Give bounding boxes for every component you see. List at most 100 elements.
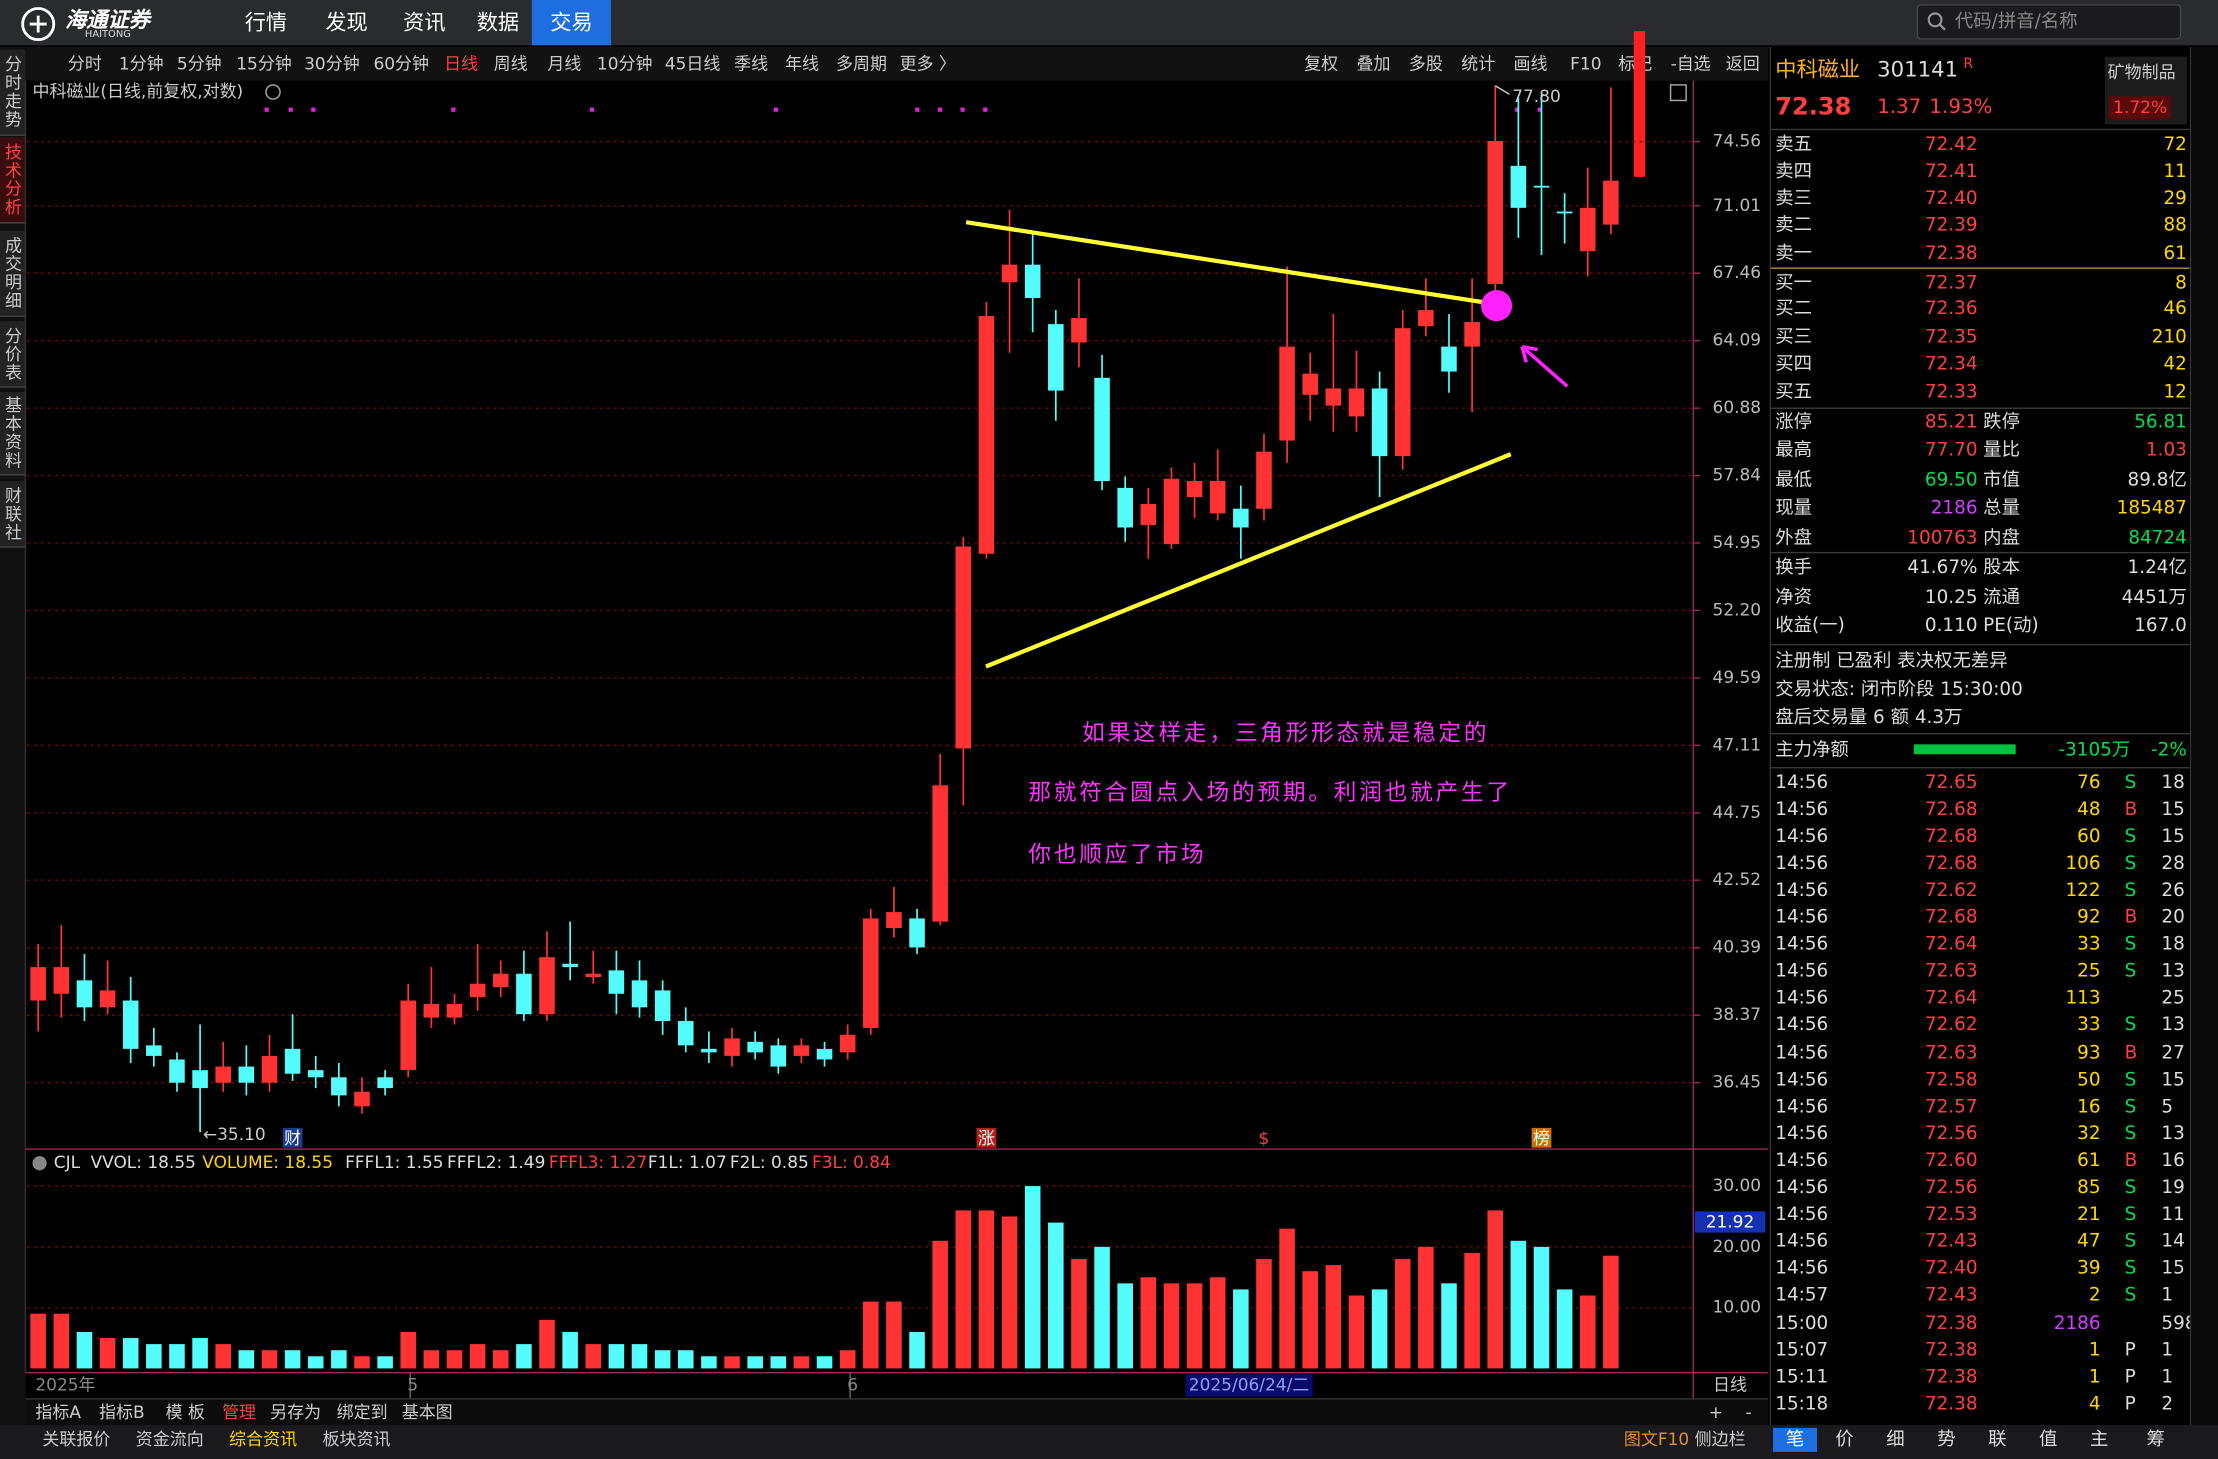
toolbar-button[interactable]: 模 板 xyxy=(165,1402,205,1423)
volume-bar xyxy=(585,1344,602,1369)
annotation: 如果这样走，三角形形态就是稳定的 xyxy=(1082,720,1489,746)
period-button[interactable]: 45日线 xyxy=(664,53,721,74)
quote-tab[interactable]: 值 xyxy=(2039,1428,2058,1450)
period-button[interactable]: 日线 xyxy=(444,53,479,74)
y-tick-label: 40.39 xyxy=(1713,938,1762,958)
tool-button[interactable]: 复权 xyxy=(1304,53,1339,74)
trade-info: 盘后交易量 6 额 4.3万 xyxy=(1775,706,1963,729)
separator xyxy=(1771,128,2190,131)
stat-label: 流通 xyxy=(1983,586,2020,608)
stat-value: 0.110 xyxy=(1924,614,1978,637)
zoom-button[interactable]: - xyxy=(1745,1402,1752,1423)
y-tick-label: 67.46 xyxy=(1713,263,1762,283)
period-button[interactable]: 5分钟 xyxy=(176,53,222,74)
tick-side: S xyxy=(2124,1123,2137,1145)
period-button[interactable]: 15分钟 xyxy=(236,53,292,74)
tool-button[interactable]: 叠加 xyxy=(1356,53,1391,74)
status-tab[interactable]: 资金流向 xyxy=(135,1429,204,1450)
quote-tab[interactable]: 筹 xyxy=(2146,1428,2165,1450)
tick-volume: 21 xyxy=(2077,1204,2101,1226)
period-button[interactable]: 60分钟 xyxy=(373,53,430,74)
title-icon[interactable] xyxy=(265,84,281,100)
nav-item[interactable]: 交易 xyxy=(550,9,593,35)
book-level: 卖四 xyxy=(1775,160,1813,182)
book-price: 72.42 xyxy=(1924,133,1978,155)
period-button[interactable]: 年线 xyxy=(785,53,820,74)
stat-value: 2186 xyxy=(1930,497,1978,519)
quote-tab[interactable]: 势 xyxy=(1937,1428,1956,1450)
quote-tab[interactable]: 细 xyxy=(1886,1428,1905,1450)
tool-button[interactable]: F10 xyxy=(1570,53,1602,74)
nav-item[interactable]: 发现 xyxy=(325,9,368,35)
toolbar-button[interactable]: 指标B xyxy=(99,1402,145,1423)
y-tick-label: 47.11 xyxy=(1713,735,1762,755)
candle-body xyxy=(284,1048,301,1074)
status-link[interactable]: 图文F10 xyxy=(1623,1429,1690,1450)
side-tab[interactable]: 分价表 xyxy=(0,321,26,388)
tick-volume: 25 xyxy=(2077,961,2101,983)
period-button[interactable]: 1分钟 xyxy=(118,53,164,74)
status-tab[interactable]: 关联报价 xyxy=(42,1429,111,1450)
tool-button[interactable]: -自选 xyxy=(1670,53,1711,74)
tick-price: 72.43 xyxy=(1924,1231,1978,1253)
high-marker-line xyxy=(1494,85,1510,95)
tool-button[interactable]: 画线 xyxy=(1513,53,1548,74)
side-tab[interactable]: 财联社 xyxy=(0,481,26,548)
tool-button[interactable]: 多股 xyxy=(1408,53,1443,74)
book-level: 卖一 xyxy=(1775,242,1813,264)
tick-side: B xyxy=(2124,1150,2138,1172)
candle-body xyxy=(1418,310,1434,327)
vol-icon[interactable] xyxy=(32,1156,47,1171)
candle-body xyxy=(516,973,532,1015)
toolbar-button[interactable]: 绑定到 xyxy=(336,1402,388,1423)
event-bg xyxy=(976,1127,997,1148)
right-stripe xyxy=(2189,46,2218,1426)
status-tab[interactable]: 板块资讯 xyxy=(322,1429,391,1450)
side-tab[interactable]: 成交明细 xyxy=(0,230,26,317)
status-tab[interactable]: 综合资讯 xyxy=(229,1429,298,1450)
nav-item[interactable]: 行情 xyxy=(244,9,288,35)
logo-text: 海通证券 xyxy=(65,6,150,32)
side-tab[interactable]: 技术分析 xyxy=(0,137,26,224)
stock-code: 301141 xyxy=(1877,55,1959,82)
toolbar-button[interactable]: 另存为 xyxy=(270,1402,322,1423)
search-box[interactable] xyxy=(1916,4,2182,40)
period-button[interactable]: 10分钟 xyxy=(596,53,653,74)
volume-bar xyxy=(146,1344,162,1369)
cursor-value: 21.92 xyxy=(1706,1213,1755,1233)
tick-time: 14:56 xyxy=(1775,1015,1829,1037)
side-tab[interactable]: 基本资料 xyxy=(0,391,26,476)
tick-price: 72.60 xyxy=(1924,1150,1978,1172)
x-axis-label: 6 xyxy=(847,1375,858,1395)
side-tab[interactable]: 分时走势 xyxy=(0,49,26,136)
tool-button[interactable]: 统计 xyxy=(1461,53,1496,74)
tick-time: 14:56 xyxy=(1775,1123,1829,1145)
tool-button[interactable]: 返回 xyxy=(1725,53,1760,74)
period-button[interactable]: 月线 xyxy=(547,53,582,74)
quote-tab[interactable]: 主 xyxy=(2089,1428,2109,1450)
tick-price: 72.68 xyxy=(1924,907,1978,929)
toolbar-button[interactable]: 管理 xyxy=(222,1402,257,1423)
nav-item[interactable]: 资讯 xyxy=(403,9,446,35)
nav-item[interactable]: 数据 xyxy=(476,9,520,35)
panel-icon[interactable] xyxy=(1669,84,1687,102)
toolbar-button[interactable]: 指标A xyxy=(35,1402,81,1423)
quote-tab[interactable]: 联 xyxy=(1988,1428,2007,1450)
toolbar-button[interactable]: 基本图 xyxy=(401,1402,453,1423)
candle-body xyxy=(539,957,555,1015)
quote-tab[interactable]: 笔 xyxy=(1773,1427,1817,1452)
period-button[interactable]: 多周期 xyxy=(835,53,887,74)
tick-side: B xyxy=(2124,1042,2138,1064)
period-button[interactable]: 分时 xyxy=(67,53,102,74)
period-button[interactable]: 周线 xyxy=(493,53,528,74)
tick-volume: 1 xyxy=(2088,1339,2101,1361)
quote-tab[interactable]: 价 xyxy=(1835,1428,1854,1450)
y-tick-label: 38.37 xyxy=(1713,1005,1762,1025)
active-nav-bg xyxy=(531,0,612,46)
zoom-button[interactable]: + xyxy=(1708,1402,1723,1423)
candle-body xyxy=(654,990,671,1022)
status-link[interactable]: 侧边栏 xyxy=(1694,1429,1746,1450)
period-button[interactable]: 更多 〉 xyxy=(899,53,956,74)
period-button[interactable]: 季线 xyxy=(734,53,769,74)
period-button[interactable]: 30分钟 xyxy=(304,53,360,74)
